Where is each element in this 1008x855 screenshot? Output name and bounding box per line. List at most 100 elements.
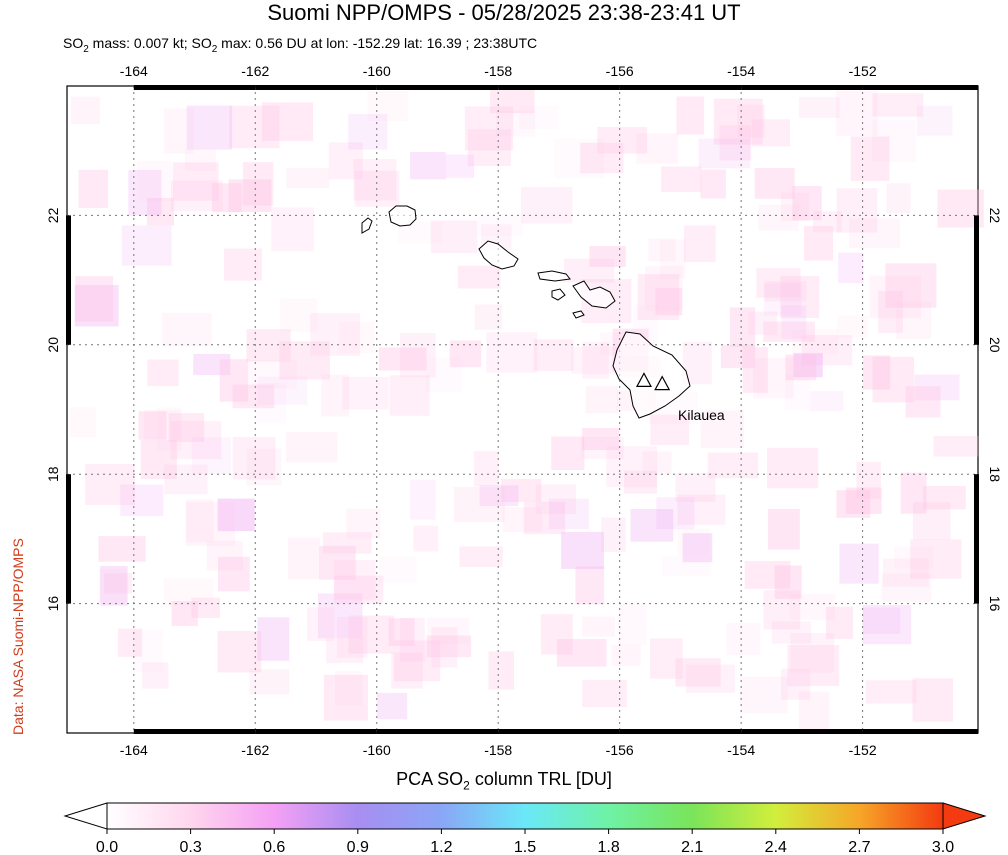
so2-pixel xyxy=(787,645,840,687)
so2-pixel xyxy=(389,375,430,416)
so2-pixel xyxy=(655,288,683,316)
so2-pixel xyxy=(540,614,573,655)
so2-pixel xyxy=(279,341,330,380)
so2-pixel xyxy=(353,159,397,201)
lon-tick-label-bottom: -162 xyxy=(241,742,269,758)
so2-pixel xyxy=(280,298,318,332)
so2-pixel xyxy=(400,333,436,378)
so2-pixel xyxy=(257,617,290,661)
so2-pixel xyxy=(459,546,503,567)
border-bar-top xyxy=(376,85,499,90)
so2-pixel xyxy=(100,565,128,606)
so2-pixel xyxy=(774,565,802,599)
so2-pixel xyxy=(348,615,395,654)
so2-pixel xyxy=(535,484,576,514)
so2-pixel xyxy=(473,451,499,487)
so2-pixel xyxy=(271,207,315,252)
so2-pixel xyxy=(767,509,800,550)
so2-pixel xyxy=(217,498,255,532)
so2-pixel xyxy=(676,96,705,135)
so2-pixel xyxy=(597,126,648,154)
lon-tick-label-top: -158 xyxy=(484,63,512,79)
island-lanai xyxy=(551,288,566,301)
so2-pixel xyxy=(810,391,844,412)
so2-pixel xyxy=(869,275,921,319)
so2-pixel xyxy=(248,360,298,389)
so2-pixel xyxy=(618,603,647,645)
so2-pixel xyxy=(474,304,503,330)
so2-pixel xyxy=(660,239,686,279)
colorbar-over-arrow xyxy=(942,802,987,830)
so2-pixel xyxy=(799,97,840,118)
so2-pixel xyxy=(217,630,262,673)
lon-tick-label-bottom: -154 xyxy=(727,742,755,758)
so2-pixel xyxy=(685,664,735,693)
so2-pixel xyxy=(242,162,274,206)
colorbar-label-prefix: PCA SO xyxy=(396,769,464,789)
so2-pixel xyxy=(78,169,109,208)
lat-tick-label-left: 20 xyxy=(45,337,61,353)
so2-pixels xyxy=(69,87,984,734)
so2-pixel xyxy=(785,374,810,411)
border-bar-left xyxy=(66,215,71,345)
so2-pixel xyxy=(426,635,472,658)
so2-pixel xyxy=(339,322,375,354)
so2-pixel xyxy=(551,436,585,470)
so2-pixel xyxy=(147,359,179,387)
border-bar-bottom xyxy=(741,729,863,734)
so2-pixel xyxy=(533,339,574,371)
so2-pixel xyxy=(255,383,287,424)
so2-pixel xyxy=(478,215,523,236)
colorbar-tick-label: 2.1 xyxy=(681,839,703,855)
so2-pixel xyxy=(467,129,511,167)
so2-pixel xyxy=(798,691,830,734)
so2-pixel xyxy=(753,358,794,399)
so2-pixel xyxy=(147,198,174,226)
so2-pixel xyxy=(726,623,761,656)
so2-pixel xyxy=(307,607,335,642)
so2-pixel xyxy=(792,186,822,221)
so2-pixel xyxy=(453,487,505,522)
island-maui xyxy=(572,280,616,309)
volcano-label-kilauea: Kilauea xyxy=(678,407,725,423)
so2-pixel xyxy=(164,464,208,495)
so2-pixel xyxy=(162,312,212,347)
so2-pixel xyxy=(246,329,291,362)
so2-pixel xyxy=(223,248,262,281)
colorbar-tick-label: 0.3 xyxy=(179,839,201,855)
so2-pixel xyxy=(862,607,901,634)
so2-pixel xyxy=(132,629,164,672)
so2-pixel xyxy=(751,119,790,147)
so2-pixel xyxy=(862,605,912,645)
so2-pixel xyxy=(376,692,408,720)
border-bar-bottom xyxy=(619,729,742,734)
so2-pixel xyxy=(563,258,615,283)
so2-pixel xyxy=(886,183,911,214)
so2-pixel xyxy=(581,436,624,459)
so2-pixel xyxy=(479,485,519,506)
so2-pixel xyxy=(913,502,951,540)
so2-pixel xyxy=(720,344,756,369)
so2-pixel xyxy=(575,566,605,605)
so2-pixel xyxy=(257,376,308,405)
lat-tick-label-right: 18 xyxy=(987,466,1003,482)
so2-pixel xyxy=(683,225,716,262)
so2-pixel xyxy=(163,578,214,606)
so2-pixel xyxy=(185,502,235,546)
so2-pixel xyxy=(580,142,624,174)
lon-tick-label-bottom: -158 xyxy=(484,742,512,758)
so2-pixel xyxy=(85,464,135,505)
so2-pixel xyxy=(767,447,819,489)
so2-pixel xyxy=(825,606,853,639)
so2-pixel xyxy=(845,487,882,514)
colorbar-tick-label: 1.5 xyxy=(514,839,536,855)
island-molokai xyxy=(537,270,571,282)
so2-pixel xyxy=(789,593,836,620)
so2-pixel xyxy=(502,507,542,532)
so2-pixel xyxy=(758,204,799,231)
so2-pixel xyxy=(75,276,114,322)
so2-pixel xyxy=(171,601,198,626)
so2-pixel xyxy=(410,479,436,520)
so2-pixel xyxy=(163,108,194,154)
so2-pixel xyxy=(754,168,795,199)
